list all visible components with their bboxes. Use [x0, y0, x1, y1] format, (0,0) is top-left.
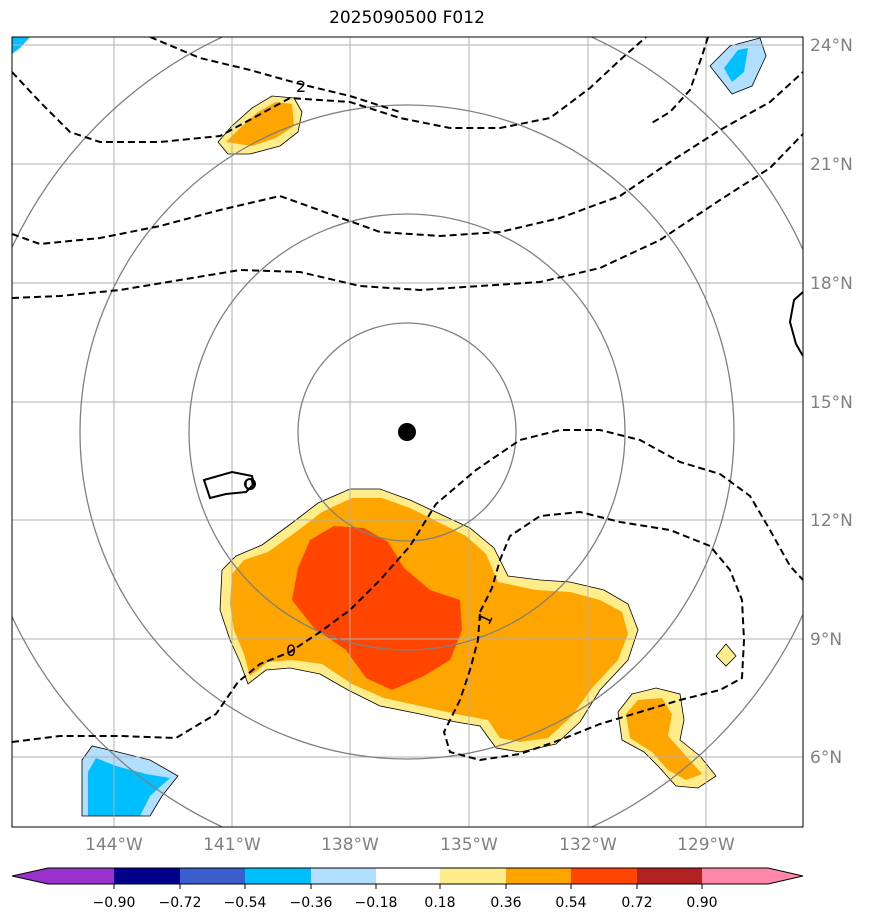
shading-orange-southeast	[626, 698, 702, 780]
lon-label-132w: 132°W	[559, 835, 617, 855]
map-frame	[11, 36, 804, 828]
colorbar-tick-label-2: −0.54	[224, 895, 267, 911]
shading-cyan-southwest	[88, 758, 170, 816]
lat-label-24n: 24°N	[810, 36, 853, 56]
lon-label-129w: 129°W	[677, 835, 735, 855]
contour-label-2: 2	[296, 77, 306, 96]
colorbar: −0.90 −0.72 −0.54 −0.36 −0.18 0.18 0.36 …	[11, 867, 804, 911]
colorbar-tick-label-7: 0.54	[555, 895, 586, 911]
lon-label-144w: 144°W	[85, 835, 143, 855]
colorbar-tick-label-4: −0.18	[355, 895, 398, 911]
colorbar-tick-label-6: 0.36	[490, 895, 521, 911]
lat-label-9n: 9°N	[810, 630, 842, 650]
colorbar-cell-1	[114, 868, 180, 884]
contour-zero	[12, 429, 803, 743]
colorbar-tick-label-3: −0.36	[290, 895, 333, 911]
lat-label-15n: 15°N	[810, 393, 853, 413]
shading-outlines	[81, 37, 767, 817]
shading-orange-north	[226, 102, 294, 146]
colorbar-tick-label-0: −0.90	[93, 895, 136, 911]
colorbar-ticks	[113, 884, 703, 889]
lat-label-12n: 12°N	[810, 511, 853, 531]
colorbar-cell-7	[506, 868, 571, 884]
colorbar-cell-2	[180, 868, 245, 884]
lat-label-21n: 21°N	[810, 155, 853, 175]
contour-mid-2	[12, 133, 803, 299]
colorbar-tick-label-8: 0.72	[621, 895, 652, 911]
colorbar-cell-4	[311, 868, 376, 884]
contour-label-0: 0	[286, 641, 296, 660]
map-plot-area	[12, 37, 803, 827]
solid-contours	[202, 291, 803, 500]
dashed-contours	[12, 37, 803, 762]
lat-label-18n: 18°N	[810, 274, 853, 294]
lon-label-141w: 141°W	[203, 835, 261, 855]
storm-center-marker	[398, 423, 416, 441]
contour-east-edge	[788, 291, 803, 357]
lon-label-138w: 138°W	[321, 835, 379, 855]
colorbar-outline	[11, 867, 804, 885]
shading-cyan-northeast	[724, 48, 748, 82]
colorbar-cell-6	[440, 868, 506, 884]
colorbar-cell-0	[12, 868, 114, 884]
contour-north-1	[12, 37, 647, 143]
contour-north-0	[149, 37, 401, 113]
colorbar-tick-label-9: 0.90	[686, 895, 717, 911]
contour-top-east	[649, 37, 709, 125]
colorbar-cell-8	[571, 868, 637, 884]
range-rings	[12, 37, 803, 827]
colorbar-cell-10	[702, 868, 803, 884]
lon-label-135w: 135°W	[440, 835, 498, 855]
colorbar-cell-9	[637, 868, 702, 884]
contour-mid-1	[12, 71, 803, 246]
latitude-labels: 24°N 21°N 18°N 15°N 12°N 9°N 6°N	[810, 36, 853, 768]
longitude-labels: 144°W 141°W 138°W 135°W 132°W 129°W	[85, 835, 735, 855]
positive-anomaly-region	[218, 96, 736, 788]
colorbar-tick-label-5: 0.18	[424, 895, 455, 911]
lat-label-6n: 6°N	[810, 748, 842, 768]
colorbar-tick-label-1: −0.72	[159, 895, 202, 911]
graticule	[12, 37, 803, 827]
map-title: 2025090500 F012	[329, 8, 485, 28]
colorbar-cell-5	[376, 868, 440, 884]
contour-label-0-small: 0	[244, 475, 254, 494]
colorbar-cell-3	[245, 868, 311, 884]
shading-yellow-small	[716, 644, 736, 666]
contour-one	[442, 510, 746, 762]
